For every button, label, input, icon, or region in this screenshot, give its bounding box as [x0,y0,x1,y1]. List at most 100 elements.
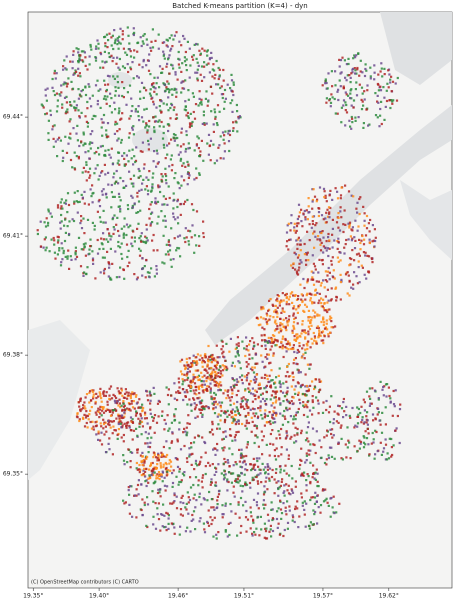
point [73,167,76,170]
point [291,331,294,334]
point [314,471,317,474]
point [251,357,254,360]
point [206,520,209,523]
point [179,513,182,516]
point [307,389,310,392]
point [233,365,236,368]
point [106,403,109,406]
point [78,116,81,119]
point [326,270,329,273]
point [280,512,284,515]
point [54,77,57,80]
point [209,378,212,381]
point [81,59,84,62]
point [53,93,57,97]
point [223,469,226,472]
point [350,194,353,197]
point [308,239,311,242]
point [113,395,116,398]
point [286,224,289,227]
point [384,438,387,441]
point [123,408,126,412]
point [252,412,255,415]
point [155,421,159,424]
point [131,438,134,441]
point [218,68,221,71]
point [296,351,299,354]
point [305,489,308,492]
point [68,267,71,270]
point [292,305,296,308]
point [94,411,97,414]
point [183,427,186,430]
point [325,249,328,252]
point [137,105,140,108]
point [265,421,268,424]
point [222,93,225,96]
point [107,261,110,264]
point [293,441,296,444]
point [337,260,340,263]
point [87,83,90,86]
point [167,56,170,59]
point [215,467,218,470]
point [100,400,103,403]
point [371,261,374,264]
point [319,504,323,507]
point [165,529,168,532]
point [85,179,88,182]
point [201,47,204,50]
point [62,68,65,71]
point [126,204,129,207]
point [90,389,93,392]
point [206,385,209,388]
point [330,263,333,266]
point [179,370,183,373]
point [47,138,50,141]
point [155,93,158,96]
point [201,361,204,364]
point [270,379,273,382]
point [135,394,138,397]
point [122,96,125,99]
point [376,94,379,97]
point [324,488,327,491]
point [189,486,193,489]
point [303,513,306,516]
point [160,513,163,516]
point [263,536,266,539]
point [97,430,100,433]
point [47,132,50,135]
point [287,484,290,487]
point [110,278,113,281]
point [218,74,221,77]
point [89,409,92,412]
point [55,92,58,95]
point [173,415,176,418]
point [268,479,271,482]
point [74,246,77,249]
point [60,261,63,264]
point [161,513,164,516]
point [373,64,376,67]
point [137,222,140,225]
point [190,122,193,125]
point [237,342,240,345]
point [367,270,370,273]
point [368,230,371,233]
point [153,431,156,434]
point [135,461,138,465]
point [349,89,352,92]
point [207,377,210,380]
point [123,164,126,167]
point [362,205,365,208]
point [89,133,92,136]
point [264,527,267,530]
point [214,73,217,76]
point [149,212,153,215]
point [159,464,162,467]
point [220,409,223,413]
point [345,238,348,242]
point [105,98,108,101]
point [89,43,92,47]
